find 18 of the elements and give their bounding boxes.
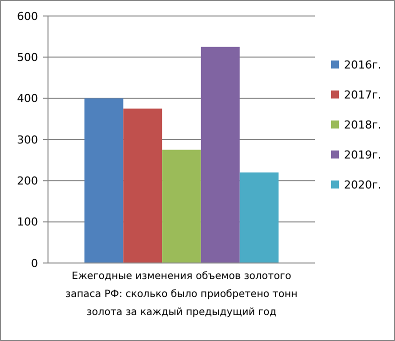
- y-tick-label: 0: [31, 256, 38, 270]
- y-tick-label: 400: [17, 92, 38, 106]
- bar: [123, 108, 162, 263]
- y-tick-label: 500: [17, 51, 38, 64]
- legend-label: 2018г.: [344, 118, 382, 132]
- y-tick-label: 600: [17, 10, 38, 23]
- legend-label: 2019г.: [344, 148, 382, 162]
- bar: [162, 150, 201, 263]
- x-axis-title: Ежегодные изменения объемов золотого запаса РФ: сколько было приобретено тонн золота за каждый предыдущий год: [65, 271, 298, 318]
- bar: [200, 46, 240, 263]
- y-tick-label: 200: [17, 174, 38, 188]
- y-tick-label: 100: [17, 216, 38, 229]
- legend-label: 2017г.: [344, 88, 382, 102]
- y-tick-label: 300: [17, 133, 38, 146]
- legend-label: 2016г.: [344, 58, 382, 72]
- bar: [240, 172, 279, 263]
- bar: [84, 98, 124, 263]
- legend-label: 2020г.: [344, 178, 382, 192]
